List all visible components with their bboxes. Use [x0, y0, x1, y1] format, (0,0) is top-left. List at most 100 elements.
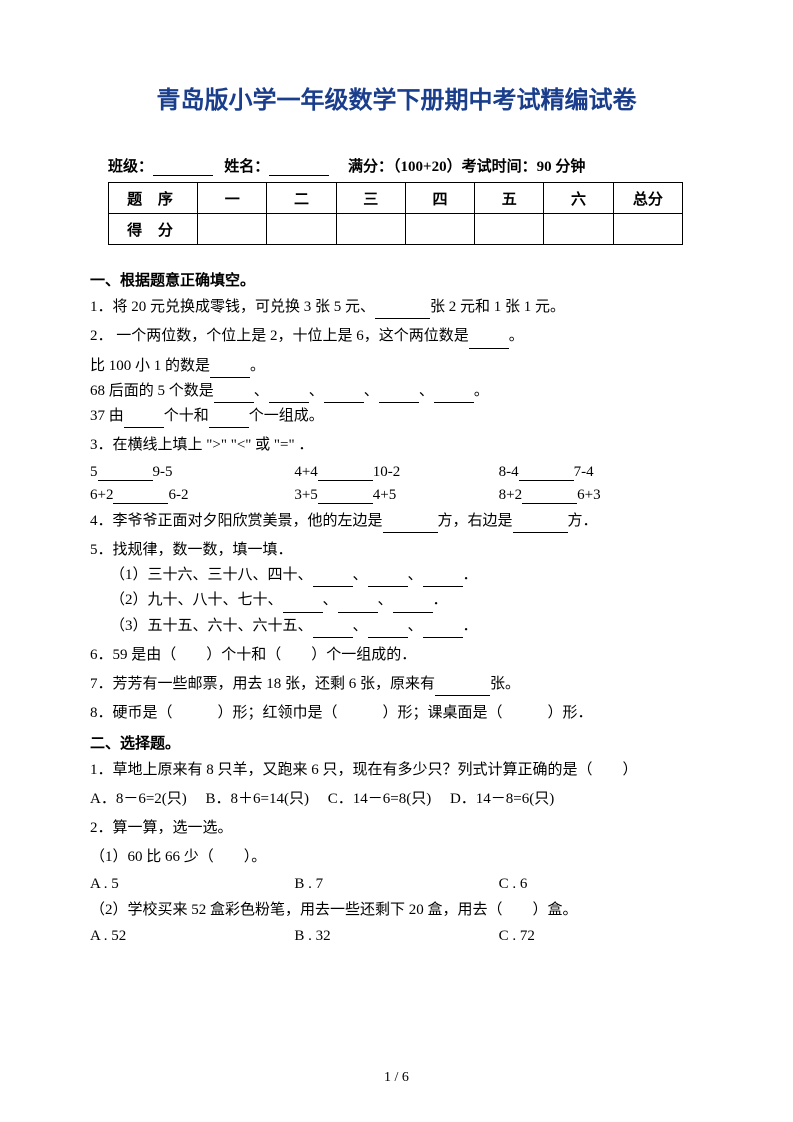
q5-l2-text: （2）九十、八十、七十、: [110, 592, 283, 608]
name-label: 姓名：: [224, 159, 269, 175]
score-cell[interactable]: [336, 214, 405, 245]
q2-l2-pre: 比 100 小 1 的数是: [90, 358, 210, 374]
rhs: 9-5: [153, 464, 173, 480]
q2-l1-pre: 2． 一个两位数，个位上是 2，十位上是 6，这个两位数是: [90, 328, 469, 344]
blank[interactable]: [519, 465, 574, 481]
exam-page: 青岛版小学一年级数学下册期中考试精编试卷 班级： 姓名： 满分：（100+20）…: [0, 0, 793, 1122]
blank[interactable]: [338, 597, 378, 613]
blank[interactable]: [368, 571, 408, 587]
score-cell[interactable]: [198, 214, 267, 245]
opt-c: C . 6: [499, 876, 703, 893]
time-label: 考试时间：: [462, 159, 537, 175]
q4-post: 方．: [568, 513, 598, 529]
sep: 、: [419, 383, 434, 399]
row1-label: 题 序: [109, 183, 198, 214]
rhs: 10-2: [373, 464, 401, 480]
end: ．: [433, 592, 448, 608]
q2-l1-post: 。: [509, 328, 524, 344]
full-value: （100+20）: [393, 159, 462, 175]
s1-q2: 2． 一个两位数，个位上是 2，十位上是 6，这个两位数是 。: [90, 325, 703, 348]
end: ．: [463, 618, 478, 634]
blank[interactable]: [324, 387, 364, 403]
blank[interactable]: [209, 412, 249, 428]
col-1: 一: [198, 183, 267, 214]
score-cell[interactable]: [613, 214, 682, 245]
blank[interactable]: [283, 597, 323, 613]
score-cell[interactable]: [267, 214, 336, 245]
col-5: 五: [475, 183, 544, 214]
cmp-cell: 4+410-2: [294, 464, 498, 481]
s2-q2-p2-opts: A . 52 B . 32 C . 72: [90, 928, 703, 945]
blank[interactable]: [522, 488, 577, 504]
s1-q7: 7．芳芳有一些邮票，用去 18 张，还剩 6 张，原来有张。: [90, 673, 703, 696]
q4-pre: 4．李爷爷正面对夕阳欣赏美景，他的左边是: [90, 513, 383, 529]
sep: 、: [323, 592, 338, 608]
blank[interactable]: [113, 488, 168, 504]
blank[interactable]: [379, 387, 419, 403]
q7-post: 张。: [490, 676, 520, 692]
blank[interactable]: [423, 571, 463, 587]
s1-q4: 4．李爷爷正面对夕阳欣赏美景，他的左边是 方，右边是 方．: [90, 510, 703, 533]
s1-q3-r1: 5 9-5 4+410-2 8-4 7-4: [90, 464, 703, 481]
s1-q6: 6．59 是由（ ）个十和（ ）个一组成的．: [90, 644, 703, 667]
q2-l4-pre: 37 由: [90, 408, 124, 424]
q4-mid: 方，右边是: [438, 513, 513, 529]
blank[interactable]: [318, 465, 373, 481]
blank[interactable]: [435, 680, 490, 696]
col-3: 三: [336, 183, 405, 214]
col-total: 总分: [613, 183, 682, 214]
blank[interactable]: [393, 597, 433, 613]
blank[interactable]: [383, 517, 438, 533]
s1-q8: 8．硬币是（ ）形；红领巾是（ ）形；课桌面是（ ）形．: [90, 702, 703, 725]
q2-l4-mid: 个十和: [164, 408, 209, 424]
row2-label: 得 分: [109, 214, 198, 245]
meta-line: 班级： 姓名： 满分：（100+20）考试时间：90 分钟: [90, 155, 703, 176]
section1-heading: 一、根据题意正确填空。: [90, 269, 703, 290]
end: ．: [463, 567, 478, 583]
blank[interactable]: [313, 622, 353, 638]
sep: 、: [408, 618, 423, 634]
name-blank[interactable]: [269, 160, 329, 176]
s1-q3-head: 3．在横线上填上 ">" "<" 或 "=" ．: [90, 434, 703, 457]
blank[interactable]: [513, 517, 568, 533]
q1-post: 张 2 元和 1 张 1 元。: [430, 299, 565, 315]
table-row: 得 分: [109, 214, 683, 245]
class-blank[interactable]: [153, 160, 213, 176]
q2-l4-post: 个一组成。: [249, 408, 324, 424]
s1-q1: 1．将 20 元兑换成零钱，可兑换 3 张 5 元、张 2 元和 1 张 1 元…: [90, 296, 703, 319]
lhs: 5: [90, 464, 98, 480]
lhs: 6+2: [90, 487, 113, 503]
blank[interactable]: [313, 571, 353, 587]
rhs: 6+3: [577, 487, 600, 503]
blank[interactable]: [423, 622, 463, 638]
blank[interactable]: [124, 412, 164, 428]
lhs: 8-4: [499, 464, 519, 480]
sep: 、: [309, 383, 324, 399]
opt-c: C . 72: [499, 928, 703, 945]
s1-q5-l1: （1）三十六、三十八、四十、、、．: [90, 564, 703, 587]
blank[interactable]: [214, 387, 254, 403]
score-cell[interactable]: [475, 214, 544, 245]
blank[interactable]: [375, 303, 430, 319]
score-cell[interactable]: [405, 214, 474, 245]
class-label: 班级：: [108, 159, 153, 175]
cmp-cell: 6+26-2: [90, 487, 294, 504]
cmp-cell: 3+54+5: [294, 487, 498, 504]
col-4: 四: [405, 183, 474, 214]
s1-q2-l3: 68 后面的 5 个数是、、、、。: [90, 380, 703, 403]
rhs: 7-4: [574, 464, 594, 480]
cmp-cell: 8-4 7-4: [499, 464, 703, 481]
blank[interactable]: [434, 387, 474, 403]
score-cell[interactable]: [544, 214, 613, 245]
s1-q5-l3: （3）五十五、六十、六十五、、、．: [90, 615, 703, 638]
blank[interactable]: [469, 333, 509, 349]
s1-q5-l2: （2）九十、八十、七十、、、．: [90, 589, 703, 612]
blank[interactable]: [98, 465, 153, 481]
col-2: 二: [267, 183, 336, 214]
blank[interactable]: [318, 488, 373, 504]
blank[interactable]: [269, 387, 309, 403]
blank[interactable]: [368, 622, 408, 638]
opt-b: B . 7: [294, 876, 498, 893]
blank[interactable]: [210, 362, 250, 378]
s2-q2-p2: （2）学校买来 52 盒彩色粉笔，用去一些还剩下 20 盒，用去（ ）盒。: [90, 899, 703, 922]
